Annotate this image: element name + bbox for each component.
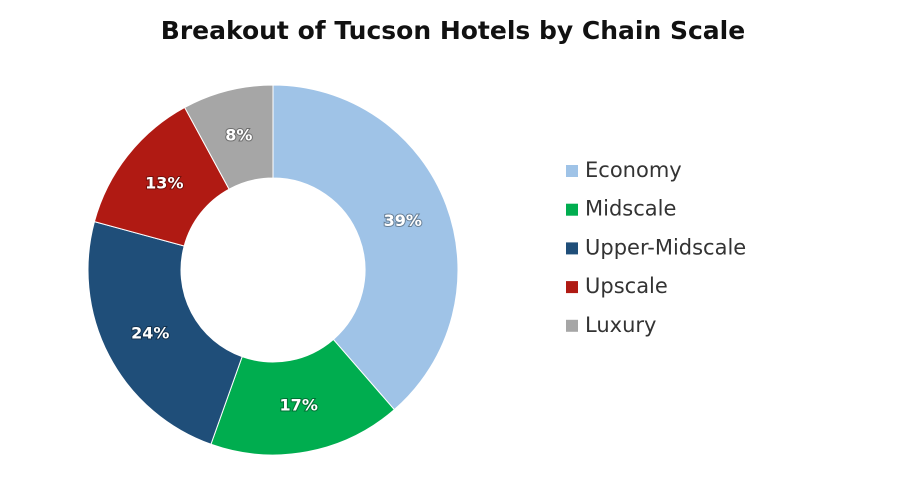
legend-swatch [566, 242, 578, 255]
donut-slice [272, 84, 459, 411]
legend-label: Upscale [585, 274, 668, 298]
legend-label: Upper-Midscale [585, 235, 746, 259]
data-label: 24% [131, 324, 169, 343]
legend-swatch [566, 281, 578, 294]
legend-label: Economy [585, 158, 682, 182]
legend-swatch [566, 203, 578, 216]
legend-label: Midscale [585, 197, 676, 221]
donut-slice [184, 84, 274, 190]
legend-swatch [566, 319, 578, 332]
donut-slice [87, 221, 243, 445]
data-label: 13% [145, 174, 183, 193]
data-label: 17% [280, 396, 318, 415]
legend-label: Luxury [585, 313, 656, 337]
data-label: 8% [225, 125, 252, 144]
chart-title: Breakout of Tucson Hotels by Chain Scale [161, 16, 745, 45]
legend-swatch [566, 165, 578, 177]
donut-slice [210, 338, 396, 456]
data-label: 39% [384, 211, 422, 230]
